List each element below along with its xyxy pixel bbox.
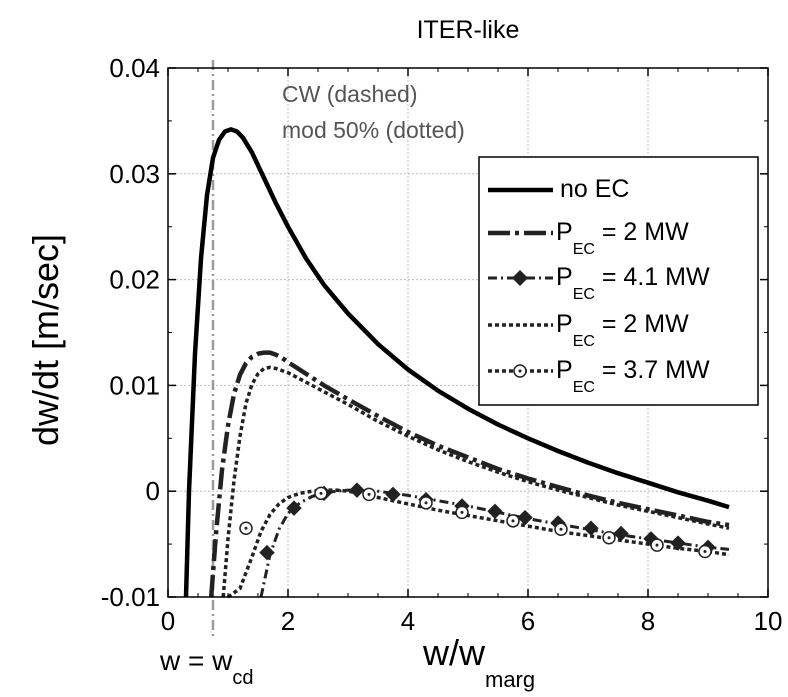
series-2-marker <box>583 520 599 536</box>
legend-rest-3: = 2 MW <box>595 310 689 338</box>
vline-label: w = wcd <box>159 645 253 689</box>
series-2-marker <box>487 503 503 520</box>
legend-sub-3: EC <box>573 333 595 350</box>
legend-label-4: PEC = 3.7 MW <box>556 356 710 396</box>
series-4-marker-dot <box>559 527 563 531</box>
grid <box>168 68 768 597</box>
legend-text-0: no EC <box>560 175 629 203</box>
series-line-0 <box>183 127 730 598</box>
legend-label-2: PEC = 4.1 MW <box>556 263 710 303</box>
legend-sub-2: EC <box>573 286 595 303</box>
legend-marker-2 <box>512 270 528 286</box>
series-2-marker <box>259 544 275 561</box>
y-tick-label-0: -0.01 <box>101 582 160 612</box>
x-axis-label: w/wmarg <box>422 632 535 692</box>
series-line-3 <box>221 365 730 598</box>
legend-text-4: P <box>556 356 573 384</box>
y-tick-label-5: 0.04 <box>109 53 160 83</box>
series-2-marker <box>517 509 533 526</box>
legend-text-2: P <box>556 263 573 291</box>
legend-rest-4: = 3.7 MW <box>595 356 710 384</box>
series-4-marker-dot <box>424 501 428 505</box>
y-tick-label-1: 0 <box>146 476 160 506</box>
series-line-1 <box>208 350 730 598</box>
x-tick-label-3: 6 <box>521 606 535 636</box>
y-tick-label-3: 0.02 <box>109 265 160 295</box>
legend-rest-2: = 4.1 MW <box>595 263 710 291</box>
series-4-marker-dot <box>319 491 323 495</box>
series-4-marker-dot <box>703 550 707 554</box>
chart-title: ITER-like <box>417 16 520 44</box>
y-tick-label-4: 0.03 <box>109 159 160 189</box>
x-axis-label-main: w/w <box>422 632 486 673</box>
series-2-marker <box>286 500 302 516</box>
legend-marker-dot-4 <box>518 369 522 373</box>
series-2-marker <box>613 525 629 542</box>
legend-sub-1: EC <box>573 241 595 258</box>
x-axis-label-sub: marg <box>485 667 535 692</box>
x-tick-label-5: 10 <box>754 606 783 636</box>
legend-box <box>478 156 759 406</box>
annotation-mod: mod 50% (dotted) <box>282 117 465 143</box>
legend-rest-1: = 2 MW <box>595 218 689 246</box>
x-tick-label-4: 8 <box>641 606 655 636</box>
annotation-cw: CW (dashed) <box>282 81 417 107</box>
legend-label-0: no EC <box>560 175 629 203</box>
vline-label-sub: cd <box>232 667 253 689</box>
x-tick-label-0: 0 <box>161 606 175 636</box>
legend-label-1: PEC = 2 MW <box>556 218 689 258</box>
series-4-marker-dot <box>607 536 611 540</box>
series-4-marker-dot <box>367 492 371 496</box>
legend-sub-4: EC <box>573 379 595 396</box>
x-tick-label-1: 2 <box>281 606 295 636</box>
series-4-marker-dot <box>511 519 515 523</box>
legend-text-3: P <box>556 310 573 338</box>
legend-lines <box>488 187 553 378</box>
y-tick-label-2: 0.01 <box>109 370 160 400</box>
legend-label-3: PEC = 2 MW <box>556 310 689 350</box>
series-2-marker <box>349 482 365 498</box>
series-4-marker-dot <box>244 526 248 530</box>
y-axis-label: dw/dt [m/sec] <box>25 234 66 446</box>
legend: no EC PEC = 2 MW PEC = 4.1 MW PEC = 2 MW… <box>478 156 759 406</box>
series-4-marker-dot <box>655 543 659 547</box>
series-4-marker-dot <box>460 510 464 514</box>
x-tick-label-2: 4 <box>401 606 415 636</box>
vline-label-main: w = w <box>159 645 233 676</box>
series-group <box>183 127 730 599</box>
legend-text-1: P <box>556 218 573 246</box>
